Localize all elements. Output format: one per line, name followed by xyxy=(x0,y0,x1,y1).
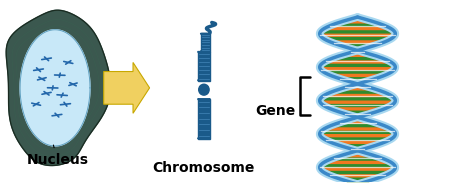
Polygon shape xyxy=(201,33,210,35)
Polygon shape xyxy=(198,52,210,81)
Polygon shape xyxy=(104,62,150,113)
Ellipse shape xyxy=(199,84,209,95)
Polygon shape xyxy=(6,10,110,166)
Polygon shape xyxy=(201,50,210,52)
Polygon shape xyxy=(198,99,210,101)
Polygon shape xyxy=(198,52,210,54)
Text: Chromosome: Chromosome xyxy=(153,160,255,175)
Polygon shape xyxy=(198,78,210,81)
Polygon shape xyxy=(20,30,90,146)
Polygon shape xyxy=(201,33,210,52)
Text: Nucleus: Nucleus xyxy=(27,145,89,167)
Polygon shape xyxy=(198,136,210,139)
Polygon shape xyxy=(198,99,210,139)
Text: Gene: Gene xyxy=(255,104,295,117)
